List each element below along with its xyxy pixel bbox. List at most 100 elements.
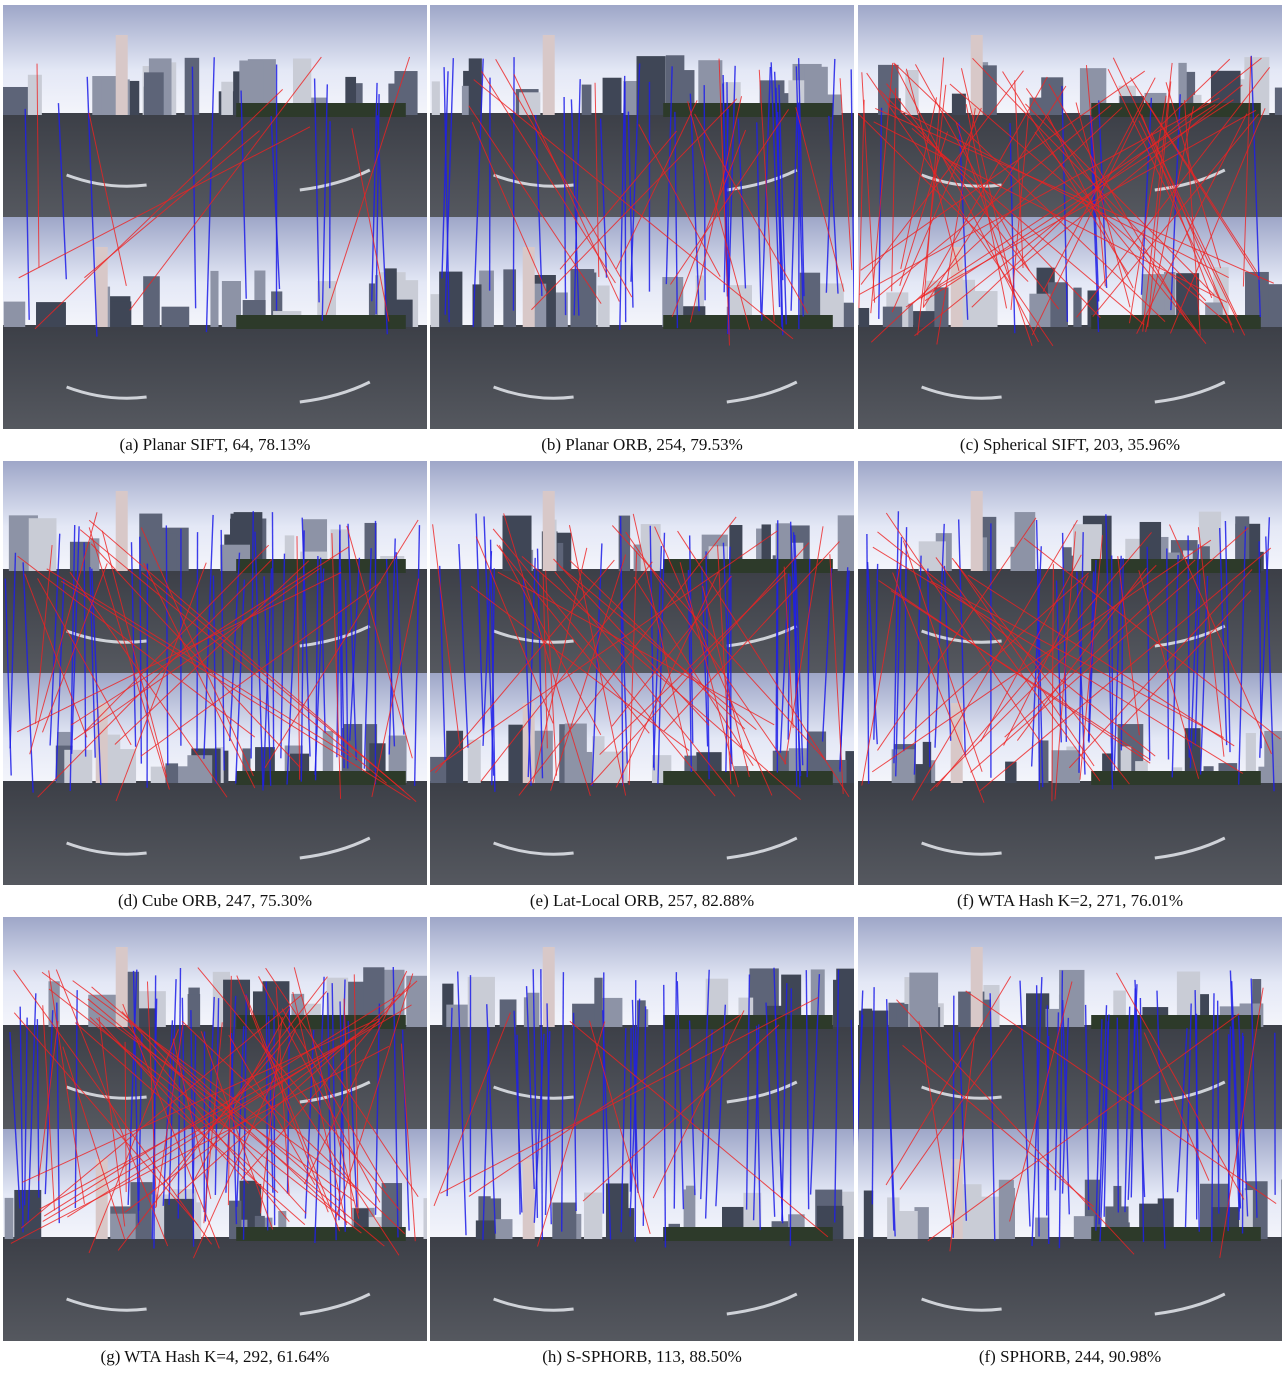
building: [187, 755, 212, 783]
caption: (c) Spherical SIFT, 203, 35.96%: [858, 435, 1282, 455]
road: [3, 325, 427, 429]
caption: (f) SPHORB, 244, 90.98%: [858, 1347, 1282, 1367]
building: [582, 85, 592, 115]
building: [432, 81, 440, 115]
inlier-match: [1112, 555, 1113, 763]
building: [552, 1203, 576, 1239]
inlier-match: [953, 996, 954, 1238]
matching-image: [858, 5, 1282, 429]
greenery: [1091, 771, 1261, 785]
tower: [523, 247, 535, 327]
building: [594, 978, 602, 1027]
tower: [116, 35, 128, 115]
building: [210, 271, 218, 327]
tower: [543, 947, 555, 1027]
building: [897, 1004, 908, 1027]
building: [143, 276, 160, 327]
building: [1029, 294, 1050, 327]
building: [469, 58, 482, 115]
figure: (a) Planar SIFT, 64, 78.13%(b) Planar OR…: [0, 0, 1287, 1374]
inlier-match: [274, 1010, 275, 1225]
building: [188, 994, 200, 1027]
road: [858, 1237, 1282, 1341]
sky: [3, 5, 427, 115]
caption: (b) Planar ORB, 254, 79.53%: [430, 435, 854, 455]
building: [139, 514, 162, 571]
caption: (e) Lat-Local ORB, 257, 82.88%: [430, 891, 854, 911]
building: [1275, 88, 1282, 115]
building: [519, 92, 540, 115]
building: [845, 751, 854, 783]
tower: [971, 947, 983, 1027]
building: [29, 518, 57, 571]
building: [1074, 1216, 1094, 1239]
building: [165, 763, 178, 783]
building: [999, 1180, 1014, 1239]
building: [1258, 767, 1282, 783]
building: [1015, 512, 1036, 571]
building: [524, 997, 539, 1027]
matching-image: [3, 917, 427, 1341]
caption: (h) S-SPHORB, 113, 88.50%: [430, 1347, 854, 1367]
building: [962, 280, 975, 327]
tower: [971, 491, 983, 571]
building: [468, 977, 495, 1027]
tower: [116, 491, 128, 571]
building: [883, 307, 902, 327]
building: [1052, 750, 1080, 783]
building: [1039, 740, 1049, 783]
building: [598, 285, 610, 327]
tower: [951, 703, 963, 783]
inlier-match: [1229, 1034, 1230, 1216]
road: [430, 325, 854, 429]
building: [914, 764, 928, 783]
matching-image: [430, 461, 854, 885]
building: [974, 1197, 1001, 1239]
matching-image: [430, 5, 854, 429]
building: [439, 272, 462, 327]
building: [897, 1211, 918, 1239]
road: [3, 113, 427, 217]
building: [3, 87, 31, 115]
road: [858, 325, 1282, 429]
road: [858, 781, 1282, 885]
inlier-match: [513, 57, 514, 310]
sky: [3, 461, 427, 571]
caption: (f) WTA Hash K=2, 271, 76.01%: [858, 891, 1282, 911]
caption: (a) Planar SIFT, 64, 78.13%: [3, 435, 427, 455]
tower: [543, 35, 555, 115]
building: [1035, 1218, 1049, 1239]
building: [423, 1198, 427, 1239]
greenery: [663, 1227, 833, 1241]
tower: [543, 491, 555, 571]
building: [1048, 282, 1068, 327]
matching-image: [3, 461, 427, 885]
building: [4, 302, 26, 327]
greenery: [236, 315, 406, 329]
matching-image: [858, 461, 1282, 885]
building: [468, 740, 481, 783]
road: [3, 1237, 427, 1341]
building: [975, 291, 998, 327]
caption: (d) Cube ORB, 247, 75.30%: [3, 891, 427, 911]
building: [221, 82, 233, 115]
building: [1063, 547, 1072, 571]
caption: (g) WTA Hash K=4, 292, 61.64%: [3, 1347, 427, 1367]
building: [28, 75, 42, 115]
building: [144, 72, 164, 115]
inlier-match: [197, 532, 198, 751]
road: [3, 781, 427, 885]
road: [430, 113, 854, 217]
building: [496, 1219, 513, 1239]
building: [162, 307, 190, 327]
building: [637, 56, 666, 115]
matching-image: [858, 917, 1282, 1341]
road: [430, 781, 854, 885]
inlier-match: [790, 988, 791, 1245]
building: [909, 973, 938, 1027]
road: [858, 569, 1282, 673]
greenery: [1091, 1227, 1261, 1241]
building: [892, 749, 915, 783]
building: [185, 58, 199, 115]
matching-image: [3, 5, 427, 429]
